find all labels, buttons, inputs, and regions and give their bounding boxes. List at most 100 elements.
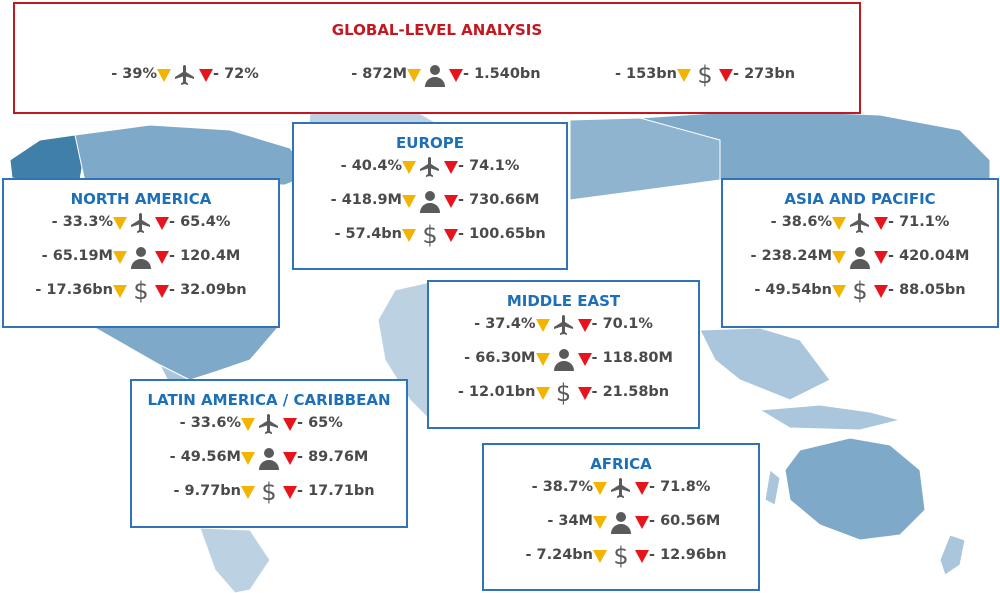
person-icon xyxy=(423,62,447,88)
global-title: GLOBAL-LEVEL ANALYSIS xyxy=(331,21,543,39)
australia-shape xyxy=(784,437,926,541)
person-icon xyxy=(552,346,576,372)
down-arrow-red-icon xyxy=(283,452,297,465)
down-arrow-yellow-icon xyxy=(832,285,846,298)
stat-low: - 7.24bn xyxy=(525,547,593,563)
stat-low: - 238.24M xyxy=(750,248,832,264)
stat-high: - 12.96bn xyxy=(649,547,727,563)
global-stat-revenue: - 153bn $ - 273bn xyxy=(575,62,835,92)
stat-high: - 100.65bn xyxy=(458,226,546,242)
person-icon xyxy=(418,188,442,214)
down-arrow-yellow-icon xyxy=(593,516,607,529)
down-arrow-yellow-icon xyxy=(535,353,550,366)
latin-america-title: LATIN AMERICA / CARIBBEAN xyxy=(147,391,391,409)
down-arrow-red-icon xyxy=(635,550,649,563)
stat-low: - 40.4% xyxy=(340,158,402,174)
stat-high: - 65.4% xyxy=(169,214,231,230)
stat-row: - 238.24M - 420.04M xyxy=(723,244,997,272)
stat-high: - 74.1% xyxy=(458,158,520,174)
stat-row: - 34M - 60.56M xyxy=(484,509,758,537)
stat-row: - 65.19M - 120.4M xyxy=(4,244,278,272)
down-arrow-yellow-icon xyxy=(832,217,846,230)
stat-low: - 12.01bn xyxy=(457,384,536,400)
stat-low: - 872M xyxy=(351,66,407,82)
usa-shape xyxy=(88,324,282,381)
stat-row: - 17.36bn $ - 32.09bn xyxy=(4,278,278,306)
down-arrow-yellow-icon xyxy=(157,69,171,82)
stat-low: - 65.19M xyxy=(41,248,113,264)
alaska-shape xyxy=(9,134,86,183)
stat-row: - 38.6% - 71.1% xyxy=(723,210,997,238)
down-arrow-red-icon xyxy=(444,195,458,208)
down-arrow-red-icon xyxy=(874,217,888,230)
down-arrow-red-icon xyxy=(283,486,297,499)
stat-high: - 60.56M xyxy=(649,513,721,529)
down-arrow-red-icon xyxy=(283,418,297,431)
stat-low: - 66.30M xyxy=(464,350,536,366)
down-arrow-red-icon xyxy=(635,482,649,495)
stat-high: - 71.8% xyxy=(649,479,711,495)
down-arrow-red-icon xyxy=(444,161,458,174)
dollar-icon: $ xyxy=(133,277,149,305)
down-arrow-red-icon xyxy=(155,285,169,298)
down-arrow-red-icon xyxy=(577,387,592,400)
down-arrow-red-icon xyxy=(874,285,888,298)
dollar-icon: $ xyxy=(697,61,713,89)
stat-row: - 9.77bn $ - 17.71bn xyxy=(132,479,406,507)
down-arrow-red-icon xyxy=(449,69,463,82)
europe-title: EUROPE xyxy=(396,134,464,152)
down-arrow-yellow-icon xyxy=(113,251,127,264)
stat-high: - 21.58bn xyxy=(591,384,670,400)
global-stat-passengers: - 872M - 1.540bn xyxy=(305,62,565,92)
dollar-icon: $ xyxy=(613,542,629,570)
stat-high: - 70.1% xyxy=(591,316,653,332)
stat-low: - 57.4bn xyxy=(334,226,402,242)
plane-icon xyxy=(418,154,442,180)
down-arrow-red-icon xyxy=(155,251,169,264)
person-icon xyxy=(129,244,153,270)
dollar-icon: $ xyxy=(852,277,868,305)
stat-low: - 37.4% xyxy=(474,316,536,332)
stat-high: - 89.76M xyxy=(297,449,369,465)
europe-panel: EUROPE - 40.4% - 74.1% - 418.9M - 730.66M - 5… xyxy=(292,122,568,270)
down-arrow-yellow-icon xyxy=(593,482,607,495)
down-arrow-yellow-icon xyxy=(402,161,416,174)
indonesia-shape xyxy=(758,404,902,431)
stat-high: - 32.09bn xyxy=(169,282,247,298)
dollar-icon: $ xyxy=(422,221,438,249)
stat-row: - 49.54bn $ - 88.05bn xyxy=(723,278,997,306)
down-arrow-yellow-icon xyxy=(832,251,846,264)
middle-east-title: MIDDLE EAST xyxy=(506,292,621,310)
down-arrow-yellow-icon xyxy=(241,486,255,499)
stat-low: - 49.54bn xyxy=(754,282,832,298)
stat-low: - 49.56M xyxy=(169,449,241,465)
stat-low: - 17.36bn xyxy=(35,282,113,298)
stat-high: - 730.66M xyxy=(458,192,540,208)
person-icon xyxy=(257,445,281,471)
middle-east-panel: MIDDLE EAST - 37.4% - 70.1% - 66.30M - 118.8… xyxy=(427,280,700,429)
down-arrow-yellow-icon xyxy=(113,285,127,298)
dollar-icon: $ xyxy=(261,478,277,506)
plane-icon xyxy=(129,210,153,236)
stat-low: - 34M xyxy=(547,513,593,529)
plane-icon xyxy=(257,411,281,437)
global-analysis-panel: GLOBAL-LEVEL ANALYSIS - 39% - 72% - 872M… xyxy=(13,2,861,114)
southeast-asia-shape xyxy=(699,327,831,401)
plane-icon xyxy=(848,210,872,236)
stat-high: - 65% xyxy=(297,415,343,431)
down-arrow-yellow-icon xyxy=(113,217,127,230)
down-arrow-red-icon xyxy=(719,69,733,82)
stat-high: - 273bn xyxy=(733,66,796,82)
stat-row: - 7.24bn $ - 12.96bn xyxy=(484,543,758,571)
global-stat-flights: - 39% - 72% xyxy=(55,62,315,92)
stat-row: - 66.30M - 118.80M xyxy=(429,346,698,374)
stat-high: - 420.04M xyxy=(888,248,970,264)
stat-low: - 38.7% xyxy=(531,479,593,495)
stat-high: - 72% xyxy=(213,66,259,82)
down-arrow-yellow-icon xyxy=(535,387,550,400)
asia-pacific-title: ASIA AND PACIFIC xyxy=(784,190,936,208)
north-america-title: NORTH AMERICA xyxy=(70,190,212,208)
plane-icon xyxy=(609,475,633,501)
stat-row: - 38.7% - 71.8% xyxy=(484,475,758,503)
person-icon xyxy=(848,244,872,270)
